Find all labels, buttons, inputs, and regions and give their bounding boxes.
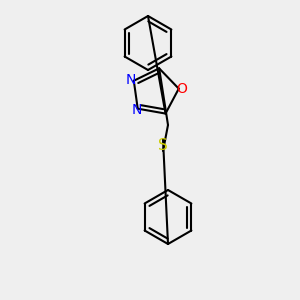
Text: S: S	[158, 137, 168, 152]
Text: N: N	[126, 73, 136, 87]
Text: N: N	[132, 103, 142, 117]
Text: O: O	[176, 82, 187, 95]
